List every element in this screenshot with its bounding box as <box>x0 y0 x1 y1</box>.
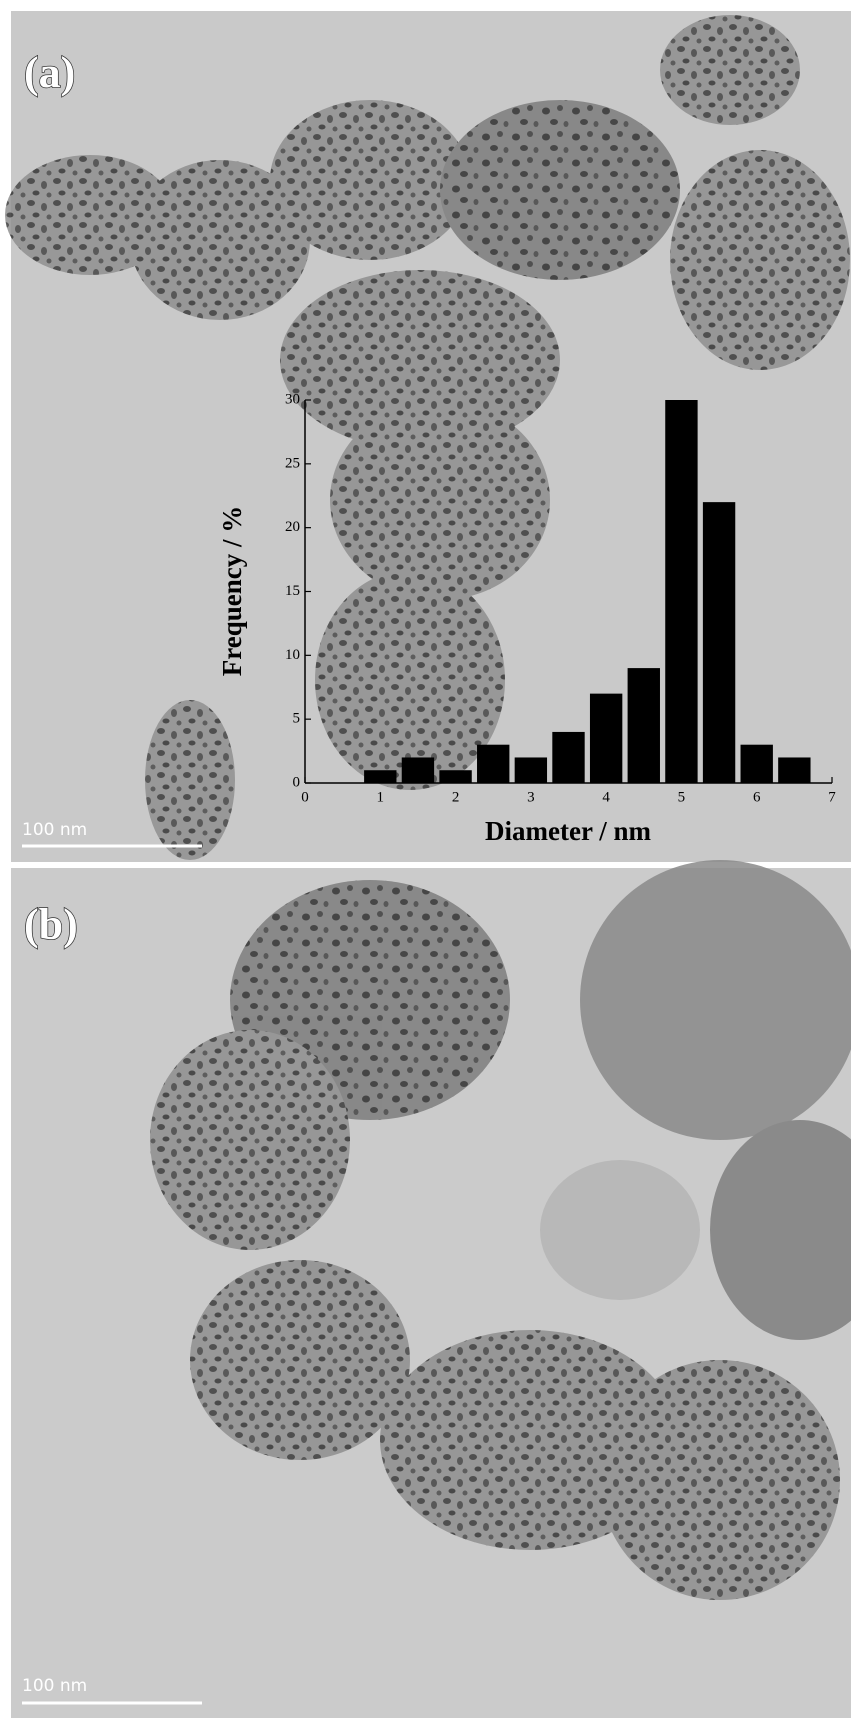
bar <box>740 744 773 783</box>
bar <box>589 693 623 783</box>
x-axis-label: Diameter / nm <box>485 816 651 846</box>
x-tick-label: 7 <box>828 789 836 805</box>
bar <box>477 744 510 783</box>
panel-b: (b) 100 nm <box>11 860 851 1718</box>
x-tick-label: 6 <box>753 789 761 805</box>
y-tick-label: 10 <box>285 647 300 663</box>
x-tick-label: 5 <box>678 789 686 805</box>
panel-label: (b) <box>24 900 78 949</box>
x-tick-label: 0 <box>301 789 309 805</box>
scale-bar-label: 100 nm <box>22 820 87 840</box>
y-tick-label: 5 <box>293 711 301 727</box>
x-tick-label: 3 <box>527 789 535 805</box>
x-tick-label: 4 <box>602 789 610 805</box>
histogram-inset: Diameter / nm Frequency / % 0 1 2 3 4 5 6 7 0 5 10… <box>217 391 836 846</box>
bar <box>778 757 811 783</box>
bar <box>439 770 472 783</box>
x-tick-label: 2 <box>452 789 460 805</box>
y-tick-label: 0 <box>293 774 301 790</box>
scale-bar-label: 100 nm <box>22 1676 87 1696</box>
bar <box>627 668 660 783</box>
particles <box>5 15 850 860</box>
panel-a: (a) 100 nm <box>5 11 851 862</box>
x-tick-label: 1 <box>377 789 385 805</box>
bar <box>702 502 736 783</box>
y-tick-label: 20 <box>285 519 300 535</box>
panel-label: (a) <box>24 48 75 97</box>
y-axis-label: Frequency / % <box>217 506 247 677</box>
bar <box>552 731 585 783</box>
bar <box>364 770 397 783</box>
bar <box>401 757 435 783</box>
y-tick-label: 15 <box>285 583 300 599</box>
y-tick-label: 30 <box>285 391 300 407</box>
bar <box>665 400 698 783</box>
y-tick-label: 25 <box>285 455 300 471</box>
particles <box>150 860 851 1600</box>
